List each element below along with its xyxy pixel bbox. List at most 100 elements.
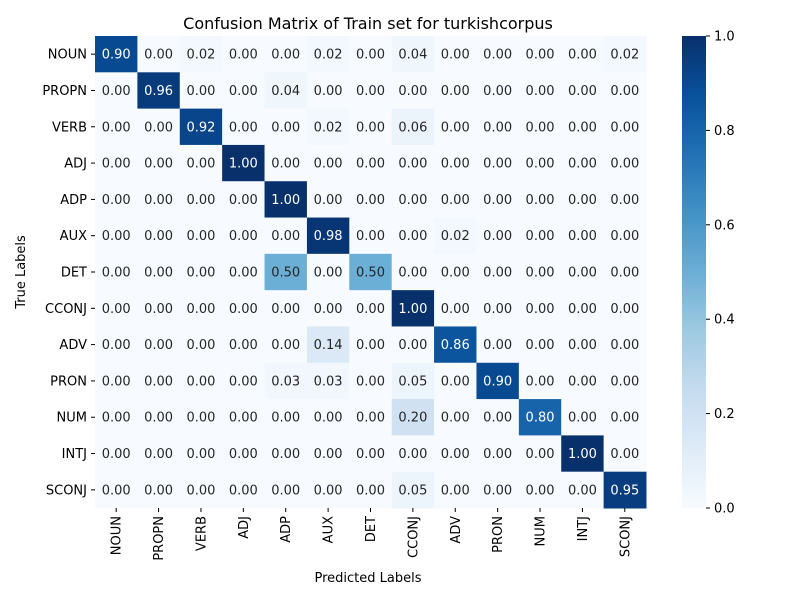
heatmap-cell-label: 0.00 [526, 157, 555, 172]
x-tick-label: DET [364, 516, 379, 542]
heatmap-cell-label: 0.00 [144, 48, 173, 63]
heatmap-cell-label: 0.95 [610, 483, 639, 498]
heatmap-cell-label: 0.00 [186, 338, 215, 353]
heatmap-cell-label: 0.00 [483, 411, 512, 426]
heatmap-cell-label: 0.00 [568, 338, 597, 353]
heatmap-cell-label: 0.00 [229, 84, 258, 99]
heatmap-cell-label: 0.00 [441, 411, 470, 426]
heatmap-cell-label: 0.00 [102, 483, 131, 498]
heatmap-cell-label: 0.00 [398, 84, 427, 99]
heatmap-cell-label: 0.00 [526, 447, 555, 462]
heatmap-cell-label: 0.00 [483, 157, 512, 172]
heatmap-cell-label: 0.00 [144, 229, 173, 244]
heatmap-cell-label: 0.00 [271, 120, 300, 135]
heatmap-cell-label: 0.00 [568, 483, 597, 498]
heatmap-cell-label: 0.00 [526, 338, 555, 353]
heatmap-cell-label: 0.00 [610, 411, 639, 426]
heatmap-cell-label: 0.00 [356, 411, 385, 426]
heatmap-cell-label: 0.20 [398, 411, 427, 426]
y-tick-label: ADJ [64, 157, 87, 172]
heatmap-cell-label: 0.00 [229, 48, 258, 63]
heatmap-cell-label: 0.00 [102, 84, 131, 99]
heatmap-cell-label: 0.00 [271, 411, 300, 426]
heatmap-cell-label: 0.00 [356, 447, 385, 462]
heatmap-cell-label: 0.00 [186, 374, 215, 389]
heatmap-cell-label: 0.00 [526, 374, 555, 389]
heatmap-cell-label: 1.00 [398, 302, 427, 317]
heatmap-cell-label: 0.96 [144, 84, 173, 99]
colorbar-tick-label: 1.0 [714, 30, 735, 45]
heatmap-cell-label: 0.00 [102, 266, 131, 281]
x-tick-label: NOUN [110, 516, 125, 555]
heatmap-cell-label: 0.02 [441, 229, 470, 244]
x-tick-label: AUX [322, 516, 337, 543]
heatmap-cell-label: 0.05 [398, 483, 427, 498]
heatmap-cell-label: 0.00 [186, 266, 215, 281]
heatmap-cell-label: 0.00 [441, 84, 470, 99]
heatmap-cell-label: 0.00 [356, 229, 385, 244]
heatmap-cell-label: 0.00 [102, 411, 131, 426]
heatmap-cell-label: 0.00 [144, 193, 173, 208]
heatmap-cell-label: 0.00 [186, 193, 215, 208]
heatmap-cell-label: 0.00 [483, 302, 512, 317]
heatmap-cell-label: 0.00 [144, 266, 173, 281]
heatmap-cell-label: 0.00 [314, 302, 343, 317]
heatmap-cell-label: 0.00 [526, 193, 555, 208]
heatmap-cell-label: 0.00 [356, 84, 385, 99]
heatmap-cell-label: 0.00 [398, 157, 427, 172]
heatmap-cell-label: 0.00 [568, 229, 597, 244]
heatmap-cell-label: 0.04 [271, 84, 300, 99]
x-tick-label: PROPN [152, 516, 167, 561]
x-tick-label: INTJ [576, 516, 591, 541]
y-tick-label: DET [61, 266, 87, 281]
heatmap-cell-label: 0.00 [610, 84, 639, 99]
heatmap-cell-label: 0.00 [229, 338, 258, 353]
x-tick-label: ADV [449, 516, 464, 544]
heatmap-cell-label: 0.00 [186, 302, 215, 317]
heatmap-cell-label: 0.00 [398, 338, 427, 353]
heatmap-cell-label: 0.00 [186, 483, 215, 498]
heatmap-cell-label: 0.00 [568, 84, 597, 99]
heatmap-cell-label: 0.00 [314, 157, 343, 172]
y-tick-label: VERB [52, 120, 87, 135]
heatmap-cell-label: 0.00 [229, 374, 258, 389]
heatmap-cell-label: 0.00 [398, 447, 427, 462]
heatmap-cell-label: 0.00 [526, 266, 555, 281]
chart-title: Confusion Matrix of Train set for turkis… [183, 14, 553, 33]
colorbar: 0.00.20.40.60.81.0 [682, 30, 735, 517]
x-tick-label: CCONJ [406, 516, 421, 558]
heatmap-cell-label: 0.00 [144, 120, 173, 135]
heatmap-cell-label: 0.00 [229, 447, 258, 462]
heatmap-cell-label: 0.00 [186, 157, 215, 172]
y-tick-label: AUX [60, 229, 87, 244]
y-tick-label: ADV [59, 338, 87, 353]
heatmap-cell-label: 0.00 [229, 302, 258, 317]
heatmap-cell-label: 0.00 [356, 302, 385, 317]
colorbar-gradient [682, 36, 706, 508]
heatmap-cell-label: 0.00 [144, 157, 173, 172]
heatmap-cell-label: 0.03 [271, 374, 300, 389]
x-tick-label: VERB [194, 516, 209, 551]
heatmap-cell-label: 0.00 [483, 447, 512, 462]
y-tick-label: PRON [50, 374, 87, 389]
y-tick-label: PROPN [42, 84, 87, 99]
heatmap-cell-label: 0.00 [102, 338, 131, 353]
heatmap-cell-label: 0.02 [186, 48, 215, 63]
heatmap-cell-label: 0.00 [271, 48, 300, 63]
heatmap-cell-label: 0.00 [483, 483, 512, 498]
heatmap-cell-label: 0.00 [229, 483, 258, 498]
heatmap-cell-label: 0.00 [483, 48, 512, 63]
heatmap-cell-label: 0.00 [314, 266, 343, 281]
heatmap-cell-label: 0.90 [102, 48, 131, 63]
colorbar-tick-label: 0.8 [714, 124, 735, 139]
x-tick-label: ADJ [237, 516, 252, 539]
heatmap-cell-label: 0.00 [144, 302, 173, 317]
heatmap-cell-label: 0.00 [314, 193, 343, 208]
heatmap-cell-label: 0.00 [568, 411, 597, 426]
heatmap-cell-label: 0.03 [314, 374, 343, 389]
heatmap-cell-label: 0.00 [229, 411, 258, 426]
heatmap-cell-label: 0.00 [356, 338, 385, 353]
colorbar-tick-label: 0.6 [714, 218, 735, 233]
heatmap-cell-label: 0.00 [271, 338, 300, 353]
heatmap-cell-label: 0.00 [610, 266, 639, 281]
